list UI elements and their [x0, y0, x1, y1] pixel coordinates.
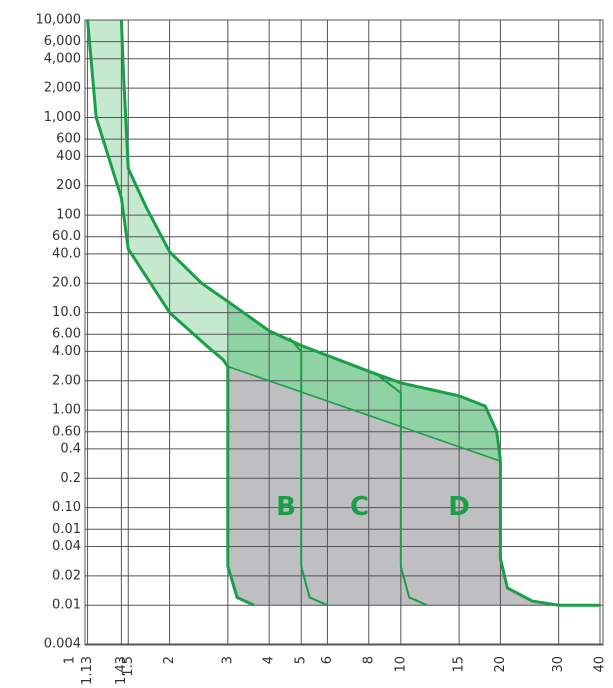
- x-tick-label: 15: [452, 656, 467, 673]
- x-tick-label: 1.13: [80, 656, 95, 685]
- y-tick-label: 600: [56, 132, 81, 147]
- curve: [86, 20, 255, 607]
- y-tick-label: 0.02: [52, 568, 81, 583]
- x-tick-label: 5: [294, 656, 309, 664]
- curve: [288, 337, 328, 607]
- x-tick-label: 30: [551, 656, 566, 673]
- grey-region: [227, 366, 559, 606]
- y-tick-label: 4,000: [44, 51, 81, 66]
- y-tick-label: 0.01: [52, 598, 81, 613]
- curves: [86, 20, 600, 607]
- y-tick-label: 6.00: [52, 327, 81, 342]
- y-tick-label: 0.04: [52, 539, 81, 554]
- y-tick-label: 20.0: [52, 276, 81, 291]
- region-label: D: [448, 492, 470, 522]
- x-tick-label: 4: [262, 656, 277, 664]
- thermal-band: [87, 20, 228, 367]
- y-tick-label: 0.4: [60, 441, 81, 456]
- y-tick-label: 2.00: [52, 373, 81, 388]
- y-tick-label: 60.0: [52, 229, 81, 244]
- y-tick-label: 10.0: [52, 305, 81, 320]
- x-tick-label: 1.43: [114, 656, 129, 685]
- y-tick-label: 0.2: [60, 471, 81, 486]
- y-tick-label: 0.60: [52, 424, 81, 439]
- y-tick-label: 4.00: [52, 344, 81, 359]
- y-tick-label: 1.00: [52, 403, 81, 418]
- x-tick-label: 10: [393, 656, 408, 673]
- y-tick-label: 2,000: [44, 81, 81, 96]
- x-tick-label: 8: [361, 656, 376, 664]
- y-tick-label: 6,000: [44, 34, 81, 49]
- magnetic-band: [227, 301, 501, 462]
- x-tick-label: 3: [220, 656, 235, 664]
- curve: [376, 374, 428, 607]
- y-tick-label: 400: [56, 149, 81, 164]
- y-tick-label: 0.10: [52, 500, 81, 515]
- region-label: C: [350, 492, 369, 522]
- region-label: B: [276, 492, 296, 522]
- x-tick-label: 20: [493, 656, 508, 673]
- y-tick-label: 100: [56, 208, 81, 223]
- y-tick-label: 0.004: [44, 637, 81, 652]
- x-tick-label: 1.5: [121, 656, 136, 677]
- curve: [119, 20, 600, 607]
- fills: [87, 20, 559, 606]
- x-tick-label: 2: [162, 656, 177, 664]
- y-tick-label: 1,000: [44, 110, 81, 125]
- y-tick-label: 0.01: [52, 522, 81, 537]
- y-tick-label: 200: [56, 178, 81, 193]
- y-tick-label: 40.0: [52, 246, 81, 261]
- y-tick-label: 10,000: [36, 13, 82, 28]
- curve: [227, 365, 501, 462]
- plot-frame: [84, 19, 604, 646]
- x-tick-label: 1: [63, 656, 78, 664]
- x-tick-label: 40: [593, 656, 608, 673]
- x-tick-label: 6: [320, 656, 335, 664]
